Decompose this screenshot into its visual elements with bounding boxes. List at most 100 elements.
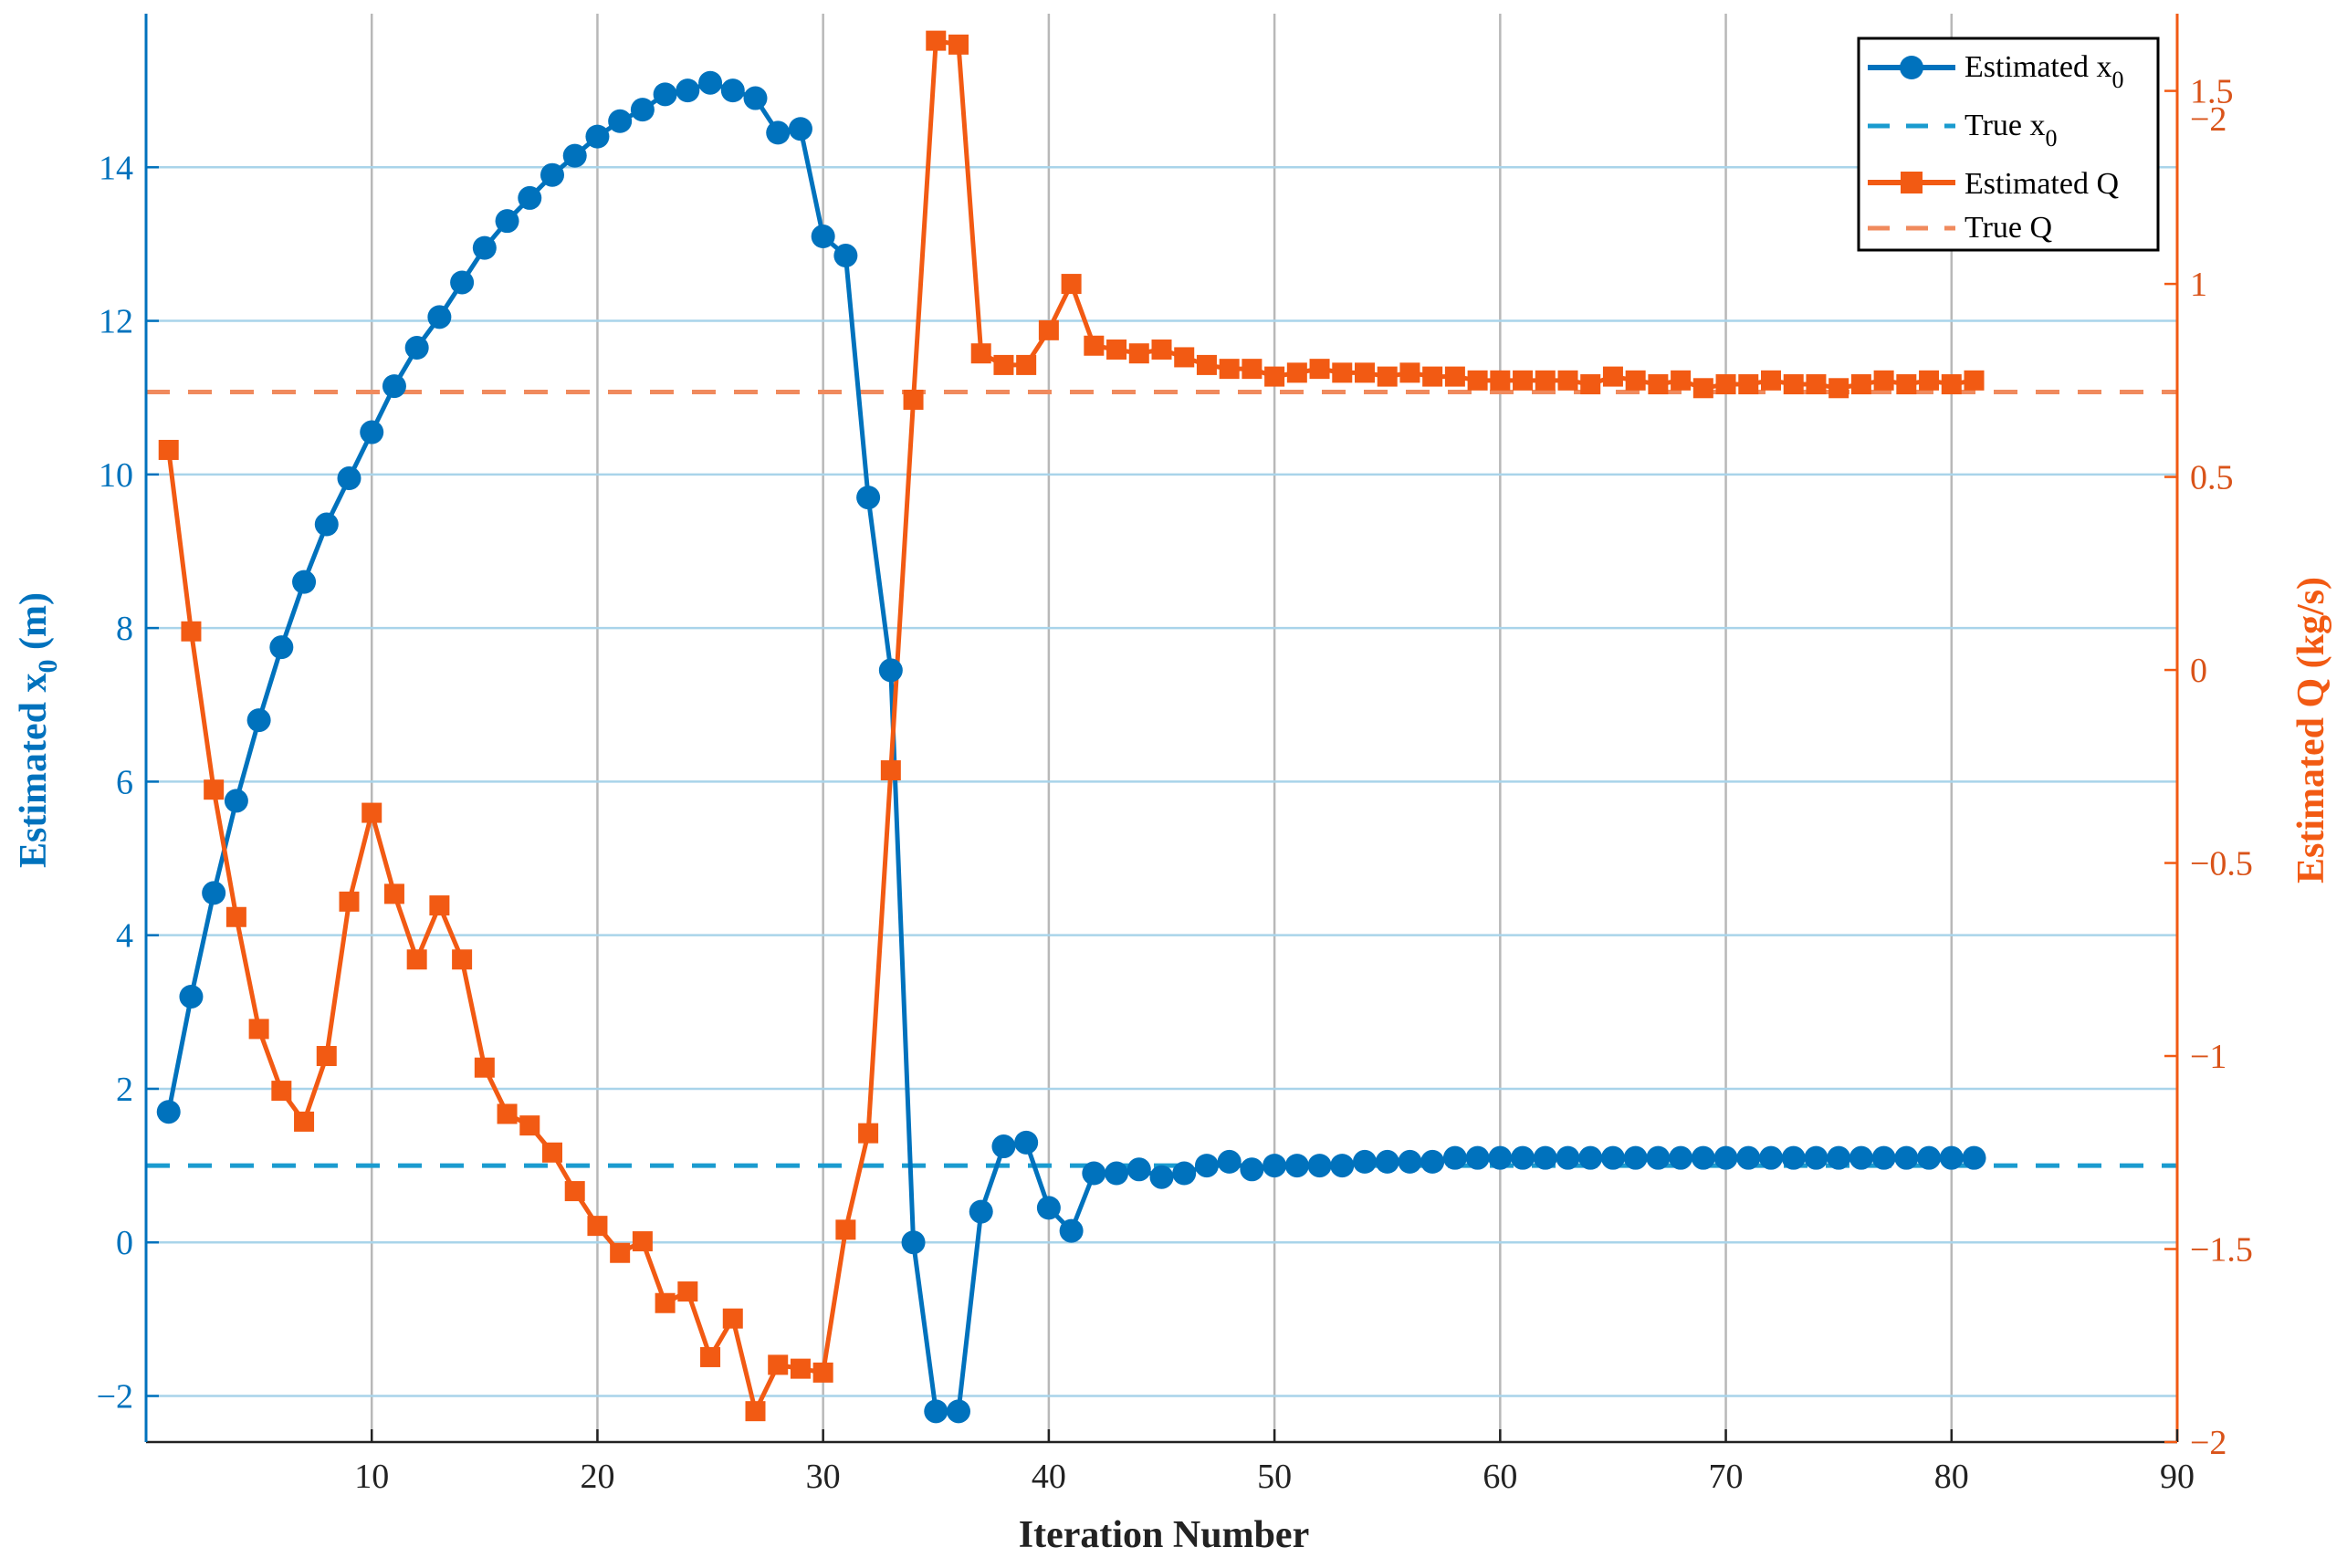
- estimated-q-point: [158, 439, 179, 460]
- estimated-x0-point: [1804, 1145, 1828, 1170]
- x-tick-label: 40: [1032, 1458, 1066, 1496]
- estimated-x0-point: [382, 374, 406, 399]
- estimated-x0-point: [630, 98, 655, 122]
- estimated-q-point: [339, 891, 360, 912]
- estimated-x0-point: [1240, 1157, 1264, 1182]
- estimated-x0-point: [562, 143, 587, 168]
- estimated-x0-point: [1307, 1154, 1332, 1178]
- estimated-q-point: [248, 1019, 269, 1040]
- estimated-q-point: [1219, 359, 1240, 380]
- estimated-q-point: [993, 354, 1014, 375]
- estimated-q-point: [587, 1216, 608, 1237]
- left-y-axis-label-subscript: 0: [33, 659, 63, 673]
- estimated-x0-point: [202, 881, 226, 905]
- estimated-x0-point: [472, 235, 497, 260]
- estimated-q-point: [361, 802, 382, 823]
- legend-label-estimated-x0: Estimated x0: [1965, 50, 2123, 93]
- estimated-q-point: [1738, 374, 1759, 395]
- left-y-tick-label: 12: [99, 303, 133, 341]
- estimated-q-point: [1399, 362, 1420, 383]
- estimated-q-point: [1490, 370, 1511, 391]
- estimated-x0-point: [1465, 1145, 1490, 1170]
- estimated-q-point: [722, 1308, 743, 1329]
- estimated-x0-point: [1691, 1145, 1715, 1170]
- left-y-tick-label: 0: [116, 1224, 133, 1262]
- estimated-x0-point: [246, 708, 271, 733]
- estimated-q-point: [1761, 370, 1781, 391]
- estimated-x0-point: [1600, 1145, 1625, 1170]
- legend-label-true-x0-sub: 0: [2046, 125, 2058, 152]
- estimated-q-point: [1196, 354, 1217, 375]
- estimated-x0-point: [540, 162, 564, 187]
- estimated-x0-point: [1420, 1149, 1445, 1174]
- estimated-x0-point: [811, 225, 835, 249]
- estimated-q-point: [1309, 359, 1330, 380]
- estimated-x0-point: [1194, 1154, 1219, 1178]
- estimated-x0-point: [1894, 1145, 1919, 1170]
- estimated-x0-point: [1398, 1149, 1422, 1174]
- estimated-x0-point: [1511, 1145, 1535, 1170]
- x-tick-label: 60: [1483, 1458, 1517, 1496]
- estimated-x0-point: [1059, 1218, 1084, 1243]
- estimated-x0-point: [901, 1230, 926, 1255]
- estimated-q-point: [1332, 362, 1353, 383]
- estimated-x0-point: [1849, 1145, 1873, 1170]
- estimated-x0-point: [1759, 1145, 1783, 1170]
- estimated-x0-point: [698, 70, 723, 95]
- estimated-q-point: [1648, 374, 1669, 395]
- estimated-q-point: [903, 389, 924, 410]
- estimated-x0-point: [495, 209, 519, 234]
- estimated-x0-point: [585, 124, 610, 149]
- x-tick-label: 70: [1709, 1458, 1744, 1496]
- tick-labels: 10 20 30 40 50 60 70 80 90−202468101214−2−1.5−1−…: [97, 73, 2253, 1496]
- estimated-q-point: [790, 1358, 811, 1379]
- estimated-x0-point: [450, 270, 475, 295]
- legend-marker-estimated-q: [1901, 172, 1923, 193]
- reference-lines: [146, 390, 2177, 1168]
- estimated-q-point: [383, 883, 404, 904]
- right-y-tick-label: 0: [2190, 652, 2207, 690]
- estimated-x0-point: [518, 185, 542, 210]
- estimated-x0-point: [427, 305, 452, 329]
- series-layer: [156, 30, 1986, 1424]
- estimated-x0-point: [1646, 1145, 1671, 1170]
- axes: [144, 14, 2179, 1444]
- left-y-tick-label: 4: [116, 917, 133, 956]
- legend-label-true-q: True Q: [1965, 211, 2052, 245]
- right-y-tick-label: −2: [2190, 1424, 2227, 1462]
- estimated-q-point: [497, 1103, 518, 1124]
- left-y-tick-label: 10: [99, 456, 133, 495]
- estimated-q-point: [181, 621, 202, 642]
- estimated-x0-point: [1939, 1145, 1964, 1170]
- estimated-x0-point: [969, 1199, 993, 1224]
- left-y-axis-label-unit: (m): [13, 592, 55, 659]
- estimated-x0-point: [337, 466, 361, 491]
- estimated-q-point: [1625, 370, 1646, 391]
- legend: Estimated x0 True x0 Estimated Q True Q: [1857, 37, 2160, 252]
- estimated-x0-point: [1036, 1196, 1061, 1220]
- estimated-q-point: [429, 895, 450, 916]
- estimated-q-point: [1850, 374, 1871, 395]
- estimated-x0-point: [1375, 1149, 1399, 1174]
- estimated-x0-point: [1014, 1130, 1039, 1155]
- x-tick-label: 20: [580, 1458, 614, 1496]
- estimated-x0-point: [179, 984, 204, 1009]
- legend-marker-estimated-x0: [1900, 56, 1923, 79]
- estimated-x0-point: [608, 109, 633, 133]
- left-y-tick-label: −2: [97, 1378, 133, 1416]
- estimated-x0-point: [1172, 1161, 1197, 1186]
- right-y-tick-label: −1.5: [2190, 1231, 2253, 1270]
- estimated-q-point: [858, 1123, 879, 1144]
- estimated-x0-point: [1105, 1161, 1129, 1186]
- estimated-x0-point: [1330, 1154, 1355, 1178]
- estimated-q-point: [316, 1046, 337, 1067]
- estimated-x0-point: [224, 789, 248, 813]
- estimated-q-point: [1286, 362, 1307, 383]
- estimated-q-point: [1106, 339, 1127, 360]
- estimated-x0-point: [269, 635, 294, 660]
- estimated-q-point: [1964, 370, 1985, 391]
- x-tick-label: 30: [806, 1458, 841, 1496]
- estimated-q-point: [700, 1346, 721, 1367]
- estimated-q-point: [225, 906, 246, 927]
